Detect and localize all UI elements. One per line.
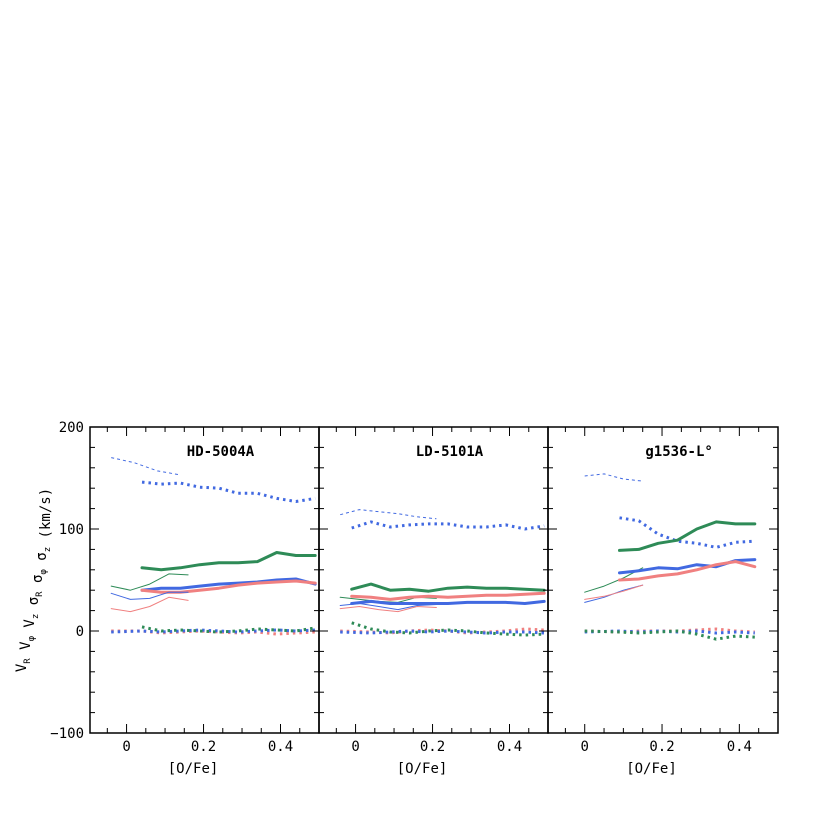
series-line-8: [339, 606, 437, 613]
series-line-5: [350, 591, 546, 601]
panel-title: HD-5004A: [187, 444, 255, 460]
y-label-subscript: R: [35, 591, 45, 597]
series-line-4: [110, 573, 189, 591]
ticks-group: [548, 426, 779, 734]
chart-panel-1: 0 0.2 0.4 −100 0 100 200 HD-5004A [O/Fe]: [50, 420, 320, 777]
panel-title: LD-5101A: [416, 444, 484, 460]
panel-frame: [547, 426, 779, 734]
x-tick-label: 0.2: [420, 739, 445, 755]
y-label-symbol: σ: [30, 575, 46, 592]
series-line-2: [619, 516, 755, 549]
x-tick-label: 0: [351, 739, 359, 755]
ticks-group: [90, 426, 320, 734]
series-line-3: [618, 520, 757, 552]
series-line-11: [351, 621, 545, 637]
x-tick-label: 0.4: [268, 739, 293, 755]
x-tick-label: 0.4: [497, 739, 522, 755]
y-label-subscript: z: [31, 614, 41, 619]
y-label-symbol: σ: [34, 552, 50, 569]
panel-frame: [318, 426, 549, 734]
x-tick-label: 0.2: [649, 739, 674, 755]
y-axis-title: VR Vφ Vz σR σφ σz (km/s): [14, 488, 54, 672]
panels-group: 0 0.2 0.4 −100 0 100 200 HD-5004A [O/Fe] 0 0.2 0.4 L…: [50, 420, 779, 777]
x-tick-label: 0: [581, 739, 589, 755]
series-line-1: [584, 473, 643, 482]
series-line-3: [350, 582, 546, 593]
y-label-symbol: V: [22, 619, 38, 636]
x-axis-title: [O/Fe]: [168, 761, 219, 777]
panel-title: g1536-L°: [645, 444, 712, 460]
y-label-symbol: V: [14, 663, 30, 672]
series-group: [584, 473, 757, 641]
series-line-5: [140, 577, 317, 592]
y-label-symbol: (km/s): [38, 488, 54, 547]
series-line-6: [350, 599, 546, 605]
series-line-3: [140, 551, 317, 572]
series-line-8: [110, 596, 189, 613]
y-tick-label: 0: [76, 624, 84, 640]
series-line-2: [351, 520, 545, 531]
series-line-6: [618, 560, 757, 582]
series-line-1: [340, 509, 437, 520]
chart-panel-3: 0 0.2 0.4 g1536-L° [O/Fe]: [547, 426, 779, 777]
series-group: [110, 457, 317, 636]
series-line-2: [141, 480, 316, 503]
y-label-subscript: z: [43, 547, 53, 552]
x-axis-title: [O/Fe]: [626, 761, 677, 777]
series-line-7: [110, 591, 189, 600]
y-label-symbol: V: [18, 641, 34, 658]
series-group: [339, 509, 546, 637]
series-line-11: [141, 625, 316, 634]
series-line-11: [584, 629, 755, 641]
y-tick-label: 100: [59, 522, 84, 538]
series-line-8: [584, 584, 644, 600]
y-tick-label: −100: [50, 726, 84, 742]
x-tick-label: 0.2: [191, 739, 216, 755]
series-line-1: [111, 457, 181, 476]
y-label-subscript: φ: [27, 635, 37, 641]
y-label-subscript: φ: [39, 569, 49, 575]
x-tick-label: 0.4: [727, 739, 752, 755]
y-tick-label: 200: [59, 420, 84, 436]
y-axis-label: VR Vφ Vz σR σφ σz (km/s): [14, 488, 54, 672]
ticks-group: [319, 426, 549, 734]
chart-panel-2: 0 0.2 0.4 LD-5101A [O/Fe]: [318, 426, 549, 777]
y-label-symbol: σ: [26, 597, 42, 614]
x-axis-title: [O/Fe]: [397, 761, 448, 777]
y-label-subscript: R: [23, 658, 33, 664]
x-tick-label: 0: [122, 739, 130, 755]
series-line-7: [339, 603, 437, 611]
